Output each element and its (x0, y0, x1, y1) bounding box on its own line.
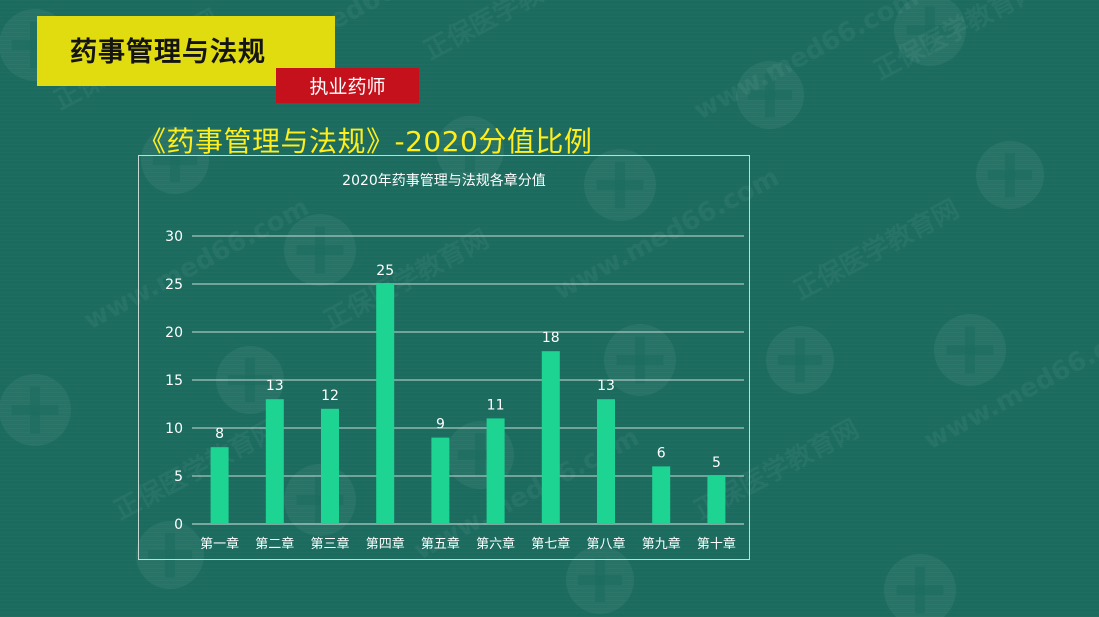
watermark-logo (0, 374, 71, 446)
chart-frame (138, 155, 750, 560)
bar (265, 399, 284, 524)
watermark-logo (934, 314, 1006, 386)
watermark-text: 正保医学教育网 (419, 0, 594, 66)
x-tick-label: 第四章 (366, 536, 405, 552)
x-tick-label: 第六章 (476, 536, 515, 552)
x-tick-label: 第八章 (586, 536, 625, 552)
data-label: 18 (542, 330, 560, 346)
bar (376, 284, 395, 524)
x-tick-label: 第一章 (200, 536, 239, 552)
y-tick-label: 20 (165, 325, 183, 341)
data-label: 6 (657, 445, 666, 461)
watermark-logo (766, 326, 834, 394)
data-label: 12 (321, 388, 339, 404)
y-tick-label: 0 (174, 517, 183, 533)
watermark-logo (736, 61, 804, 129)
data-label: 11 (487, 397, 505, 413)
watermark-logo (894, 0, 966, 66)
bar (486, 418, 505, 524)
bar (431, 437, 450, 524)
bar-chart: 0 5 10 15 20 25 30 8 第一章 13 第二章 12 第三章 25 第四章 9 第五章 11 第六章… (165, 229, 744, 552)
bar (707, 476, 726, 524)
bar (321, 408, 339, 524)
y-tick-label: 15 (165, 373, 183, 389)
x-tick-label: 第七章 (531, 536, 570, 552)
y-tick-label: 30 (165, 229, 183, 245)
data-label: 25 (376, 263, 394, 279)
watermark-text: 正保医学教育网 (789, 193, 964, 306)
watermark-logo (884, 554, 956, 617)
watermark-text: 正保医学教育网 (869, 0, 1044, 86)
watermark-text: www.med66.com (919, 312, 1099, 456)
x-tick-label: 第十章 (697, 536, 736, 552)
subject-title: 药事管理与法规 (70, 37, 266, 68)
x-tick-label: 第二章 (255, 536, 294, 552)
x-tick-label: 第三章 (310, 536, 349, 552)
data-label: 13 (597, 378, 615, 394)
x-tick-label: 第九章 (642, 536, 681, 552)
x-tick-label: 第五章 (421, 536, 460, 552)
watermark-logo (976, 141, 1044, 209)
bar (210, 447, 229, 524)
data-label: 5 (712, 455, 721, 471)
bar (597, 399, 615, 524)
y-tick-label: 10 (165, 421, 183, 437)
y-tick-label: 5 (174, 469, 183, 485)
y-tick-label: 25 (165, 277, 183, 293)
bar (541, 351, 560, 524)
exam-badge: 执业药师 (276, 68, 419, 103)
data-label: 8 (215, 426, 224, 442)
slide-headline: 《药事管理与法规》-2020分值比例 (138, 125, 593, 158)
bar (652, 466, 671, 524)
watermark-text: www.med66.com (689, 0, 924, 126)
data-label: 13 (266, 378, 284, 394)
chart-title: 2020年药事管理与法规各章分值 (342, 173, 546, 189)
data-label: 9 (436, 417, 445, 433)
